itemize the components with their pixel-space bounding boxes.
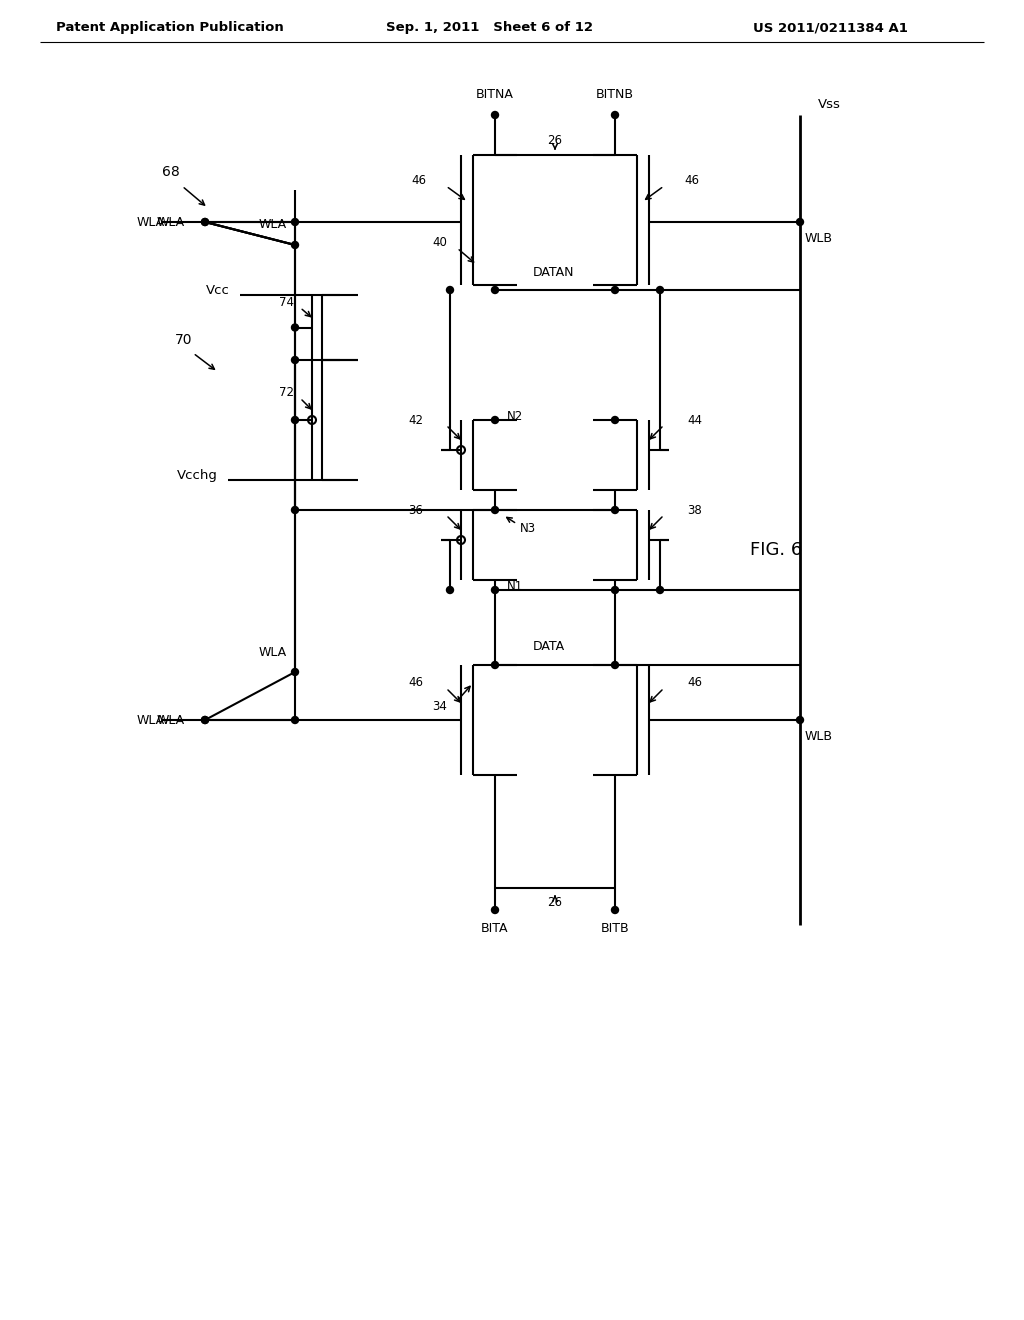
Circle shape	[202, 219, 209, 226]
Text: Sep. 1, 2011   Sheet 6 of 12: Sep. 1, 2011 Sheet 6 of 12	[386, 21, 594, 34]
Circle shape	[492, 586, 499, 594]
Circle shape	[292, 242, 299, 248]
Circle shape	[611, 417, 618, 424]
Text: BITNB: BITNB	[596, 88, 634, 102]
Text: Vcc: Vcc	[206, 284, 230, 297]
Text: WLA: WLA	[137, 714, 165, 726]
Text: 72: 72	[279, 385, 294, 399]
Text: 34: 34	[432, 701, 447, 714]
Text: 74: 74	[279, 296, 294, 309]
Text: WLB: WLB	[805, 730, 833, 742]
Circle shape	[611, 907, 618, 913]
Text: FIG. 6: FIG. 6	[750, 541, 802, 558]
Circle shape	[292, 668, 299, 676]
Circle shape	[292, 717, 299, 723]
Circle shape	[492, 417, 499, 424]
Text: 46: 46	[684, 173, 699, 186]
Text: 26: 26	[548, 135, 562, 148]
Text: BITB: BITB	[601, 921, 630, 935]
Circle shape	[492, 111, 499, 119]
Text: WLA: WLA	[259, 219, 287, 231]
Text: Vcchg: Vcchg	[177, 469, 218, 482]
Text: N2: N2	[507, 409, 523, 422]
Circle shape	[797, 219, 804, 226]
Text: 26: 26	[548, 896, 562, 909]
Circle shape	[292, 507, 299, 513]
Circle shape	[611, 507, 618, 513]
Text: 36: 36	[409, 503, 423, 516]
Text: DATAN: DATAN	[534, 265, 574, 279]
Text: 44: 44	[687, 413, 702, 426]
Circle shape	[292, 219, 299, 226]
Circle shape	[656, 586, 664, 594]
Text: Vss: Vss	[818, 99, 841, 111]
Text: 46: 46	[408, 676, 423, 689]
Circle shape	[492, 286, 499, 293]
Circle shape	[202, 219, 209, 226]
Text: US 2011/0211384 A1: US 2011/0211384 A1	[753, 21, 907, 34]
Text: BITA: BITA	[481, 921, 509, 935]
Circle shape	[611, 586, 618, 594]
Text: 46: 46	[687, 676, 702, 689]
Text: WLA: WLA	[157, 215, 185, 228]
Text: BITNA: BITNA	[476, 88, 514, 102]
Circle shape	[292, 417, 299, 424]
Text: 46: 46	[411, 173, 426, 186]
Text: N1: N1	[507, 579, 523, 593]
Circle shape	[202, 717, 209, 723]
Circle shape	[446, 586, 454, 594]
Text: DATA: DATA	[534, 640, 565, 653]
Circle shape	[202, 717, 209, 723]
Text: WLB: WLB	[805, 231, 833, 244]
Circle shape	[492, 507, 499, 513]
Circle shape	[492, 907, 499, 913]
Circle shape	[292, 356, 299, 363]
Text: 42: 42	[408, 413, 423, 426]
Text: WLA: WLA	[259, 645, 287, 659]
Circle shape	[492, 661, 499, 668]
Circle shape	[446, 286, 454, 293]
Text: N3: N3	[520, 521, 537, 535]
Circle shape	[611, 661, 618, 668]
Circle shape	[656, 286, 664, 293]
Circle shape	[797, 717, 804, 723]
Text: 68: 68	[162, 165, 180, 180]
Circle shape	[611, 111, 618, 119]
Circle shape	[611, 286, 618, 293]
Text: 70: 70	[175, 333, 193, 347]
Text: 40: 40	[432, 235, 447, 248]
Text: 38: 38	[687, 503, 701, 516]
Circle shape	[292, 323, 299, 331]
Text: Patent Application Publication: Patent Application Publication	[56, 21, 284, 34]
Text: WLA: WLA	[137, 215, 165, 228]
Text: WLA: WLA	[157, 714, 185, 726]
